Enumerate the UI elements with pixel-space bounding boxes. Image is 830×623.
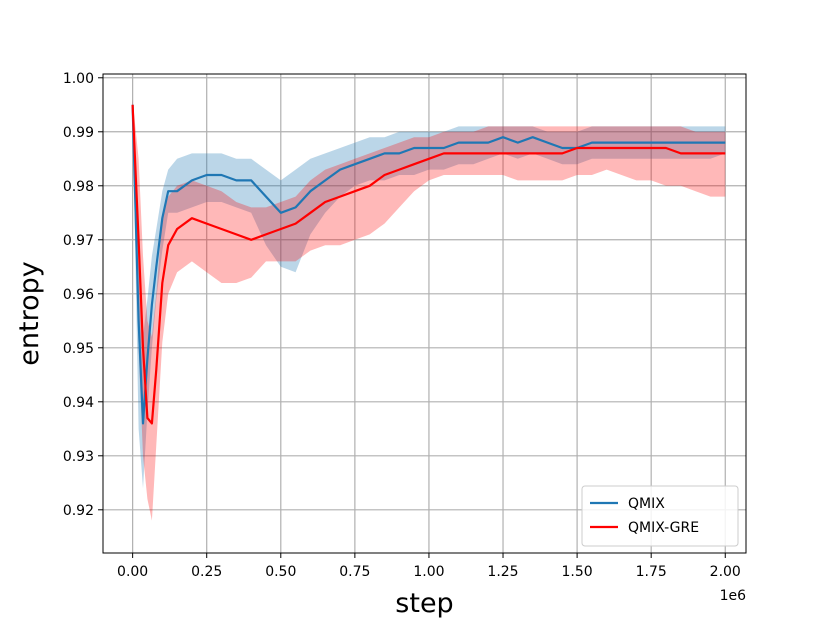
y-tick-label: 1.00: [63, 71, 94, 87]
x-tick-label: 1.00: [413, 564, 444, 580]
x-tick-label: 2.00: [710, 564, 741, 580]
x-axis-ticks: 0.00 0.25 0.50 0.75 1.00 1.25 1.50 1.75 2.00: [117, 553, 741, 580]
legend-label-qmix: QMIX: [628, 496, 665, 512]
x-tick-label: 0.50: [265, 564, 296, 580]
y-tick-label: 0.97: [63, 233, 94, 249]
y-tick-label: 0.95: [63, 341, 94, 357]
series-lines: [131, 104, 726, 425]
band-qmix: [132, 99, 726, 489]
y-tick-label: 0.92: [63, 503, 94, 519]
x-tick-label: 0.25: [191, 564, 222, 580]
band-qmix-gre: [132, 99, 726, 521]
x-tick-label: 0.75: [339, 564, 370, 580]
x-tick-label: 1.25: [487, 564, 518, 580]
plot-frame: [102, 73, 747, 554]
y-tick-label: 0.94: [63, 395, 94, 411]
confidence-bands: [132, 99, 726, 521]
y-axis-title: entropy: [14, 261, 45, 365]
x-axis-title: step: [395, 588, 453, 619]
legend-box: [581, 485, 739, 547]
y-tick-label: 0.93: [63, 449, 94, 465]
y-axis-ticks: 0.92 0.93 0.94 0.95 0.96 0.97 0.98 0.99 1.00: [63, 71, 103, 519]
x-tick-label: 1.75: [636, 564, 667, 580]
legend: QMIX QMIX-GRE: [581, 485, 739, 547]
x-axis-offset-label: 1e6: [720, 588, 747, 604]
y-tick-label: 0.96: [63, 287, 94, 303]
y-tick-label: 0.99: [63, 125, 94, 141]
x-tick-label: 1.50: [562, 564, 593, 580]
y-tick-label: 0.98: [63, 179, 94, 195]
x-tick-label: 0.00: [117, 564, 148, 580]
legend-label-qmix-gre: QMIX-GRE: [628, 520, 699, 536]
line-qmix: [131, 104, 726, 425]
line-qmix-gre: [131, 104, 726, 425]
